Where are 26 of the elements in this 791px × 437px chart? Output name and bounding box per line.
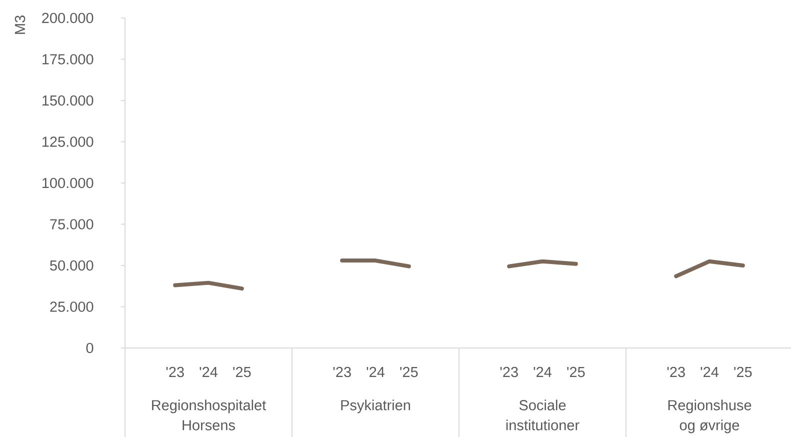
- y-tick-label: 175.000: [42, 54, 94, 64]
- x-tick-label: '23: [166, 366, 184, 378]
- x-tick-label: '23: [667, 366, 685, 378]
- y-tick-label: 25.000: [50, 302, 94, 312]
- y-tick-label: 200.000: [42, 12, 94, 24]
- text: Psykiatrien: [341, 400, 410, 414]
- y-tick-label: 100.000: [42, 178, 94, 188]
- x-tick-label: '23: [333, 366, 351, 378]
- x-tick-label: '25: [233, 366, 251, 378]
- y-tick-label: 50.000: [50, 260, 94, 271]
- x-tick-label: '25: [567, 366, 585, 378]
- y-axis-title: M3: [14, 16, 26, 34]
- text: Sociale institutioner: [506, 400, 580, 430]
- text: Regionshospitalet Horsens: [152, 400, 266, 430]
- x-tick-label: '24: [366, 366, 385, 377]
- x-tick-label: '23: [500, 366, 518, 378]
- x-tick-label: '24: [200, 366, 218, 377]
- x-tick-label: '25: [400, 366, 418, 378]
- x-tick-label: '24: [534, 366, 552, 377]
- y-tick-label: 75.000: [50, 219, 94, 230]
- x-tick-label: '24: [700, 366, 719, 377]
- y-tick-label: 0: [86, 342, 94, 354]
- text: Regionshuse og øvrige: [668, 400, 752, 434]
- x-tick-label: '25: [734, 366, 752, 378]
- y-tick-label: 125.000: [42, 136, 94, 147]
- y-tick-label: 150.000: [42, 95, 94, 106]
